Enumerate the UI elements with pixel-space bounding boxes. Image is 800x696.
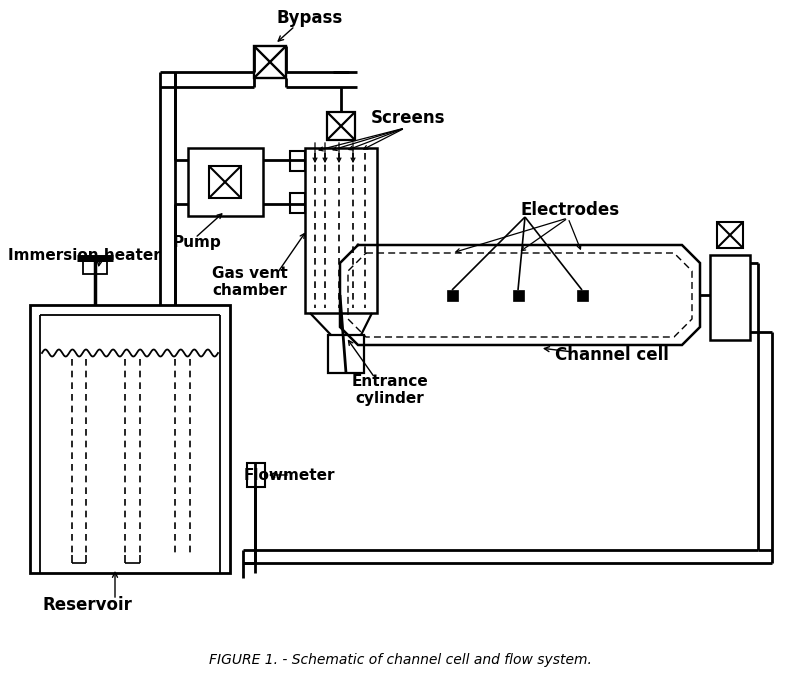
Text: Pump: Pump xyxy=(173,235,222,249)
Text: Screens: Screens xyxy=(370,109,446,127)
Text: Immersion heater: Immersion heater xyxy=(8,248,161,262)
Bar xyxy=(30,305,230,573)
Bar xyxy=(254,46,286,78)
Text: Entrance
cylinder: Entrance cylinder xyxy=(352,374,428,406)
Text: Flowmeter: Flowmeter xyxy=(243,468,335,482)
Bar xyxy=(83,261,107,274)
Bar xyxy=(327,112,355,140)
Bar xyxy=(290,193,305,213)
Bar xyxy=(577,290,588,301)
Bar xyxy=(710,255,750,340)
Bar xyxy=(513,290,524,301)
Bar xyxy=(290,151,305,171)
Text: Gas vent
chamber: Gas vent chamber xyxy=(212,266,288,298)
Bar xyxy=(305,148,377,313)
Bar xyxy=(188,148,263,216)
Bar xyxy=(717,222,743,248)
Bar xyxy=(447,290,458,301)
Text: Reservoir: Reservoir xyxy=(42,596,132,614)
Bar xyxy=(247,463,265,487)
Bar xyxy=(328,335,364,373)
Text: FIGURE 1. - Schematic of channel cell and flow system.: FIGURE 1. - Schematic of channel cell an… xyxy=(209,653,591,667)
Text: Channel cell: Channel cell xyxy=(555,346,669,364)
Text: Electrodes: Electrodes xyxy=(521,201,619,219)
Bar xyxy=(209,166,241,198)
Text: Bypass: Bypass xyxy=(277,9,343,27)
